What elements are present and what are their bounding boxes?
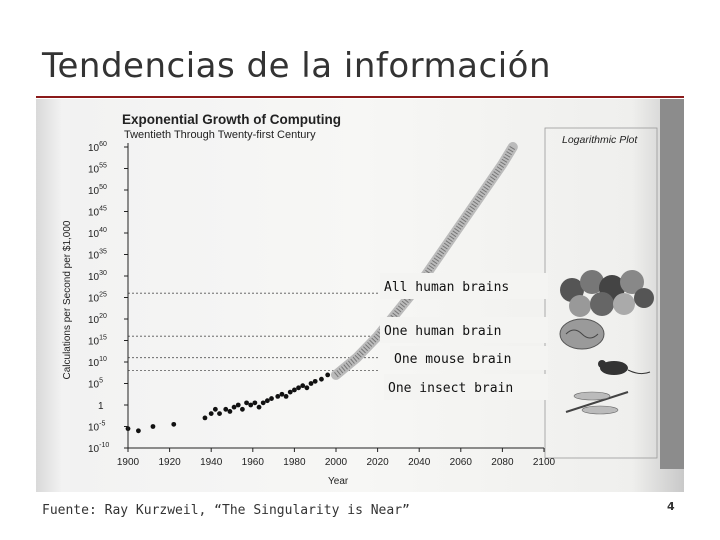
data-point	[235, 402, 241, 408]
y-tick-label: 1055	[88, 163, 107, 176]
y-tick-label: 1030	[88, 270, 107, 283]
y-tick-label: 1020	[88, 313, 107, 326]
insect-illustration	[565, 391, 629, 415]
projection-band	[331, 142, 518, 380]
data-point	[212, 406, 218, 412]
y-axis-label: Calculations per Second per $1,000	[62, 220, 73, 379]
reference-label-box	[380, 273, 548, 299]
data-point	[269, 396, 274, 401]
data-point	[244, 400, 249, 406]
reference-label: One human brain	[384, 324, 501, 339]
data-point	[260, 400, 266, 406]
data-point	[283, 394, 289, 399]
x-tick-label: 1960	[242, 457, 265, 468]
scanned-page-edge	[660, 99, 684, 469]
data-point	[308, 381, 314, 386]
reference-label-box	[390, 346, 548, 370]
data-point	[150, 424, 156, 429]
y-tick-label: 1010	[88, 356, 107, 369]
data-point	[264, 398, 270, 404]
y-tick-label: 10-10	[88, 442, 109, 455]
historical-points	[125, 372, 331, 434]
reference-label: One insect brain	[388, 381, 513, 396]
data-point	[240, 406, 245, 412]
human-brain-illustration	[559, 318, 605, 350]
y-tick-label: 1	[98, 401, 104, 412]
data-point	[292, 387, 297, 393]
y-tick-label: 1040	[88, 227, 107, 240]
data-point	[312, 378, 318, 384]
data-point	[248, 402, 254, 408]
data-point	[275, 394, 281, 399]
reference-label: All human brains	[384, 280, 509, 295]
data-point	[300, 383, 306, 389]
human-heads-illustration	[560, 270, 654, 317]
data-point	[252, 400, 258, 406]
x-tick-label: 1920	[158, 457, 181, 468]
reference-label-box	[380, 317, 548, 343]
reference-label: One mouse brain	[394, 352, 511, 367]
y-tick-label: 1050	[88, 184, 107, 197]
x-tick-label: 1900	[117, 457, 140, 468]
data-point	[171, 421, 177, 427]
data-point	[304, 385, 310, 391]
x-tick-label: 2080	[491, 457, 514, 468]
projection-band-dots	[334, 145, 516, 378]
data-point	[227, 409, 233, 414]
data-point	[319, 376, 324, 382]
data-point	[217, 411, 222, 416]
mouse-illustration	[598, 360, 651, 375]
x-tick-label: 2000	[325, 457, 348, 468]
data-point	[256, 404, 262, 410]
x-tick-label: 2040	[408, 457, 431, 468]
reference-lines	[128, 292, 380, 372]
y-axis-ticks: 1060 1055 1050 1045 1040 1035 1030 1025 1020 1015…	[88, 141, 128, 455]
x-tick-label: 2020	[366, 457, 389, 468]
page-title: Tendencias de la información	[42, 46, 551, 86]
chart-subtitle: Twentieth Through Twenty-first Century	[124, 129, 316, 141]
x-tick-label: 1980	[283, 457, 306, 468]
logarithmic-plot-label: Logarithmic Plot	[562, 134, 638, 146]
reference-labels: All human brains One human brain One mouse…	[380, 273, 548, 400]
brain-illustrations	[559, 270, 654, 415]
y-tick-label: 1035	[88, 249, 107, 262]
data-point	[296, 385, 301, 391]
x-tick-label: 1940	[200, 457, 223, 468]
x-tick-label: 2060	[450, 457, 473, 468]
y-tick-label: 1025	[88, 292, 107, 305]
source-footer: Fuente: Ray Kurzweil, “The Singularity i…	[42, 503, 410, 518]
data-point	[279, 391, 285, 397]
y-tick-label: 10-5	[88, 421, 105, 434]
chart-title: Exponential Growth of Computing	[122, 112, 341, 127]
data-point	[136, 428, 141, 434]
y-tick-label: 105	[88, 378, 103, 391]
data-point	[231, 404, 237, 410]
y-tick-label: 1060	[88, 141, 107, 154]
title-divider	[36, 96, 684, 98]
y-tick-label: 1045	[88, 206, 107, 219]
data-point	[208, 411, 214, 416]
data-point	[325, 372, 331, 378]
data-point	[223, 406, 229, 412]
y-tick-label: 1015	[88, 335, 107, 348]
x-tick-label: 2100	[533, 457, 556, 468]
x-axis-ticks: 1900 1920 1940 1960 1980 2000 2020 2040 2060 2080…	[117, 448, 556, 468]
data-point	[202, 415, 208, 421]
reference-label-box	[384, 374, 548, 400]
page-number: 4	[667, 500, 675, 513]
data-point	[287, 389, 293, 395]
x-axis-label: Year	[328, 476, 349, 487]
